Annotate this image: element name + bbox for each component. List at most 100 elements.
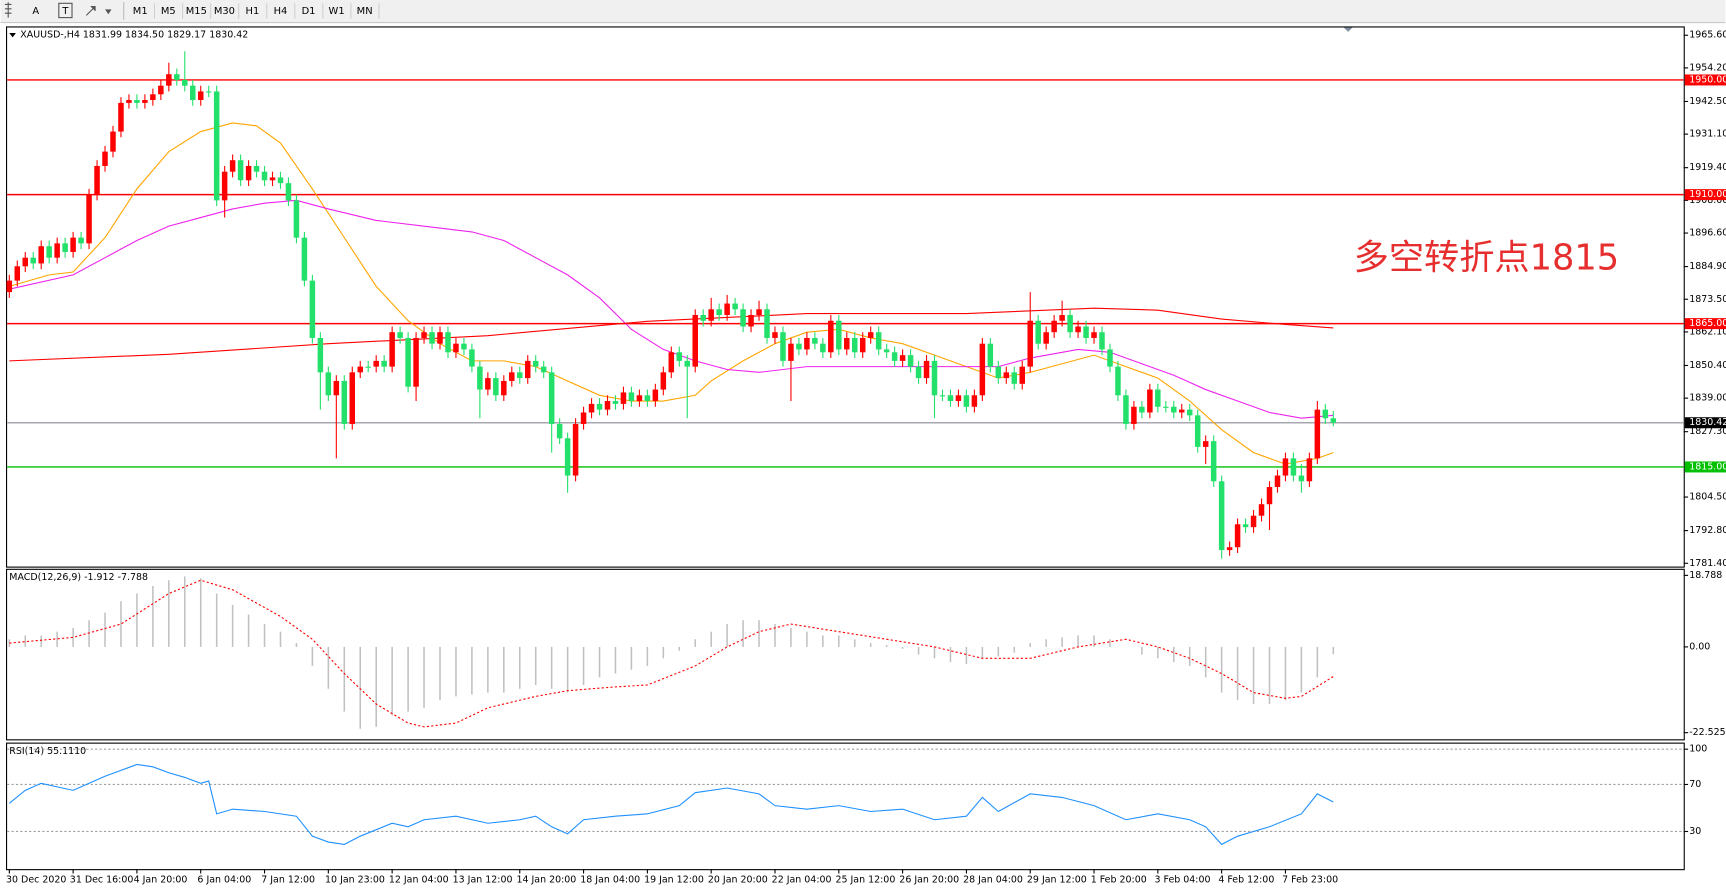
label-tool[interactable]: T — [61, 6, 69, 17]
moving-average — [9, 307, 1334, 362]
timeframe-button[interactable]: M30 — [214, 6, 235, 17]
y-tick-label: 70 — [1689, 779, 1701, 790]
candle-body — [349, 372, 356, 424]
candle-body — [277, 177, 284, 184]
signal-line — [9, 579, 1334, 728]
candle-body — [867, 332, 874, 338]
candle-body — [1115, 366, 1121, 396]
timeframe-button[interactable]: D1 — [302, 6, 316, 17]
candle-body — [979, 343, 986, 396]
candle-body — [54, 243, 60, 258]
candle-body — [477, 366, 483, 390]
candle-body — [421, 332, 427, 338]
candle-body — [907, 355, 914, 367]
x-tick-label: 4 Feb 12:00 — [1218, 875, 1274, 886]
x-tick-label: 28 Jan 04:00 — [963, 875, 1023, 886]
timeframe-button[interactable]: H4 — [274, 6, 288, 17]
candle-body — [891, 352, 898, 361]
candle-body — [764, 309, 770, 338]
candle-body — [1282, 458, 1289, 476]
candle-body — [493, 378, 499, 396]
x-tick-label: 19 Jan 12:00 — [644, 875, 704, 886]
candle-body — [1194, 415, 1201, 447]
candle-body — [1330, 418, 1337, 423]
candle-body — [405, 337, 411, 387]
candle-body — [812, 337, 818, 344]
candle-body — [86, 194, 92, 244]
y-tick-label: 1908.00 — [1689, 195, 1726, 206]
candle-body — [1051, 320, 1057, 333]
candle-body — [612, 401, 619, 404]
timeframe-button[interactable]: M5 — [161, 6, 176, 17]
x-tick-label: 31 Dec 16:00 — [70, 875, 134, 886]
x-tick-label: 29 Jan 12:00 — [1027, 875, 1087, 886]
timeframe-button[interactable]: M15 — [186, 6, 207, 17]
candle-body — [142, 100, 148, 103]
level-tag — [1684, 318, 1726, 330]
candle-body — [1306, 458, 1313, 482]
candle-body — [524, 360, 531, 379]
candle-body — [708, 309, 714, 321]
candle-body — [1155, 389, 1161, 407]
x-tick-label: 30 Dec 2020 — [6, 875, 66, 886]
timeframe-button[interactable]: M1 — [133, 6, 148, 17]
candle-body — [899, 355, 906, 361]
candle-body — [684, 360, 691, 367]
candle-body — [341, 380, 348, 424]
candle-body — [429, 332, 435, 344]
candle-body — [102, 151, 108, 166]
candle-body — [588, 403, 595, 413]
timeframe-button[interactable]: H1 — [246, 6, 260, 17]
crosshair-icon[interactable] — [4, 2, 12, 18]
candle-body — [796, 343, 802, 350]
candle-body — [1226, 547, 1233, 551]
symbol-menu-arrow[interactable] — [9, 33, 16, 38]
rsi-panel-frame — [6, 742, 1685, 871]
x-tick-label: 14 Jan 20:00 — [516, 875, 576, 886]
candle-body — [1314, 409, 1321, 459]
y-tick-label: 1850.40 — [1689, 360, 1726, 371]
level-tag-label: 1950.00 — [1689, 74, 1726, 85]
candle-body — [987, 343, 994, 367]
candle-body — [604, 401, 611, 410]
candle-body — [836, 320, 842, 350]
candle-body — [94, 165, 100, 195]
label-tool-box[interactable] — [58, 2, 73, 19]
shapes-icon[interactable] — [85, 6, 112, 16]
candle-body — [517, 372, 523, 379]
candle-body — [931, 360, 938, 396]
candle-body — [118, 102, 124, 132]
chart-title: XAUUSD-,H4 1831.99 1834.50 1829.17 1830.… — [20, 30, 248, 41]
macd-title: MACD(12,26,9) -1.912 -7.788 — [9, 572, 148, 583]
timeframe-button[interactable]: W1 — [329, 6, 345, 17]
shift-marker[interactable] — [1343, 27, 1353, 32]
candle-body — [469, 349, 475, 367]
level-tag-label: 1830.42 — [1689, 417, 1726, 428]
candle-body — [572, 423, 579, 476]
candle-body — [325, 372, 332, 396]
y-tick-label: -22.525 — [1689, 727, 1726, 738]
timeframe-button[interactable]: MN — [357, 6, 373, 17]
x-tick-label: 12 Jan 04:00 — [389, 875, 449, 886]
level-tag-label: 1910.00 — [1689, 189, 1726, 200]
candle-body — [174, 74, 180, 80]
candle-body — [1298, 475, 1305, 482]
candle-body — [110, 131, 116, 152]
candle-body — [445, 332, 451, 353]
candle-body — [772, 332, 778, 338]
candle-body — [740, 309, 746, 327]
candle-body — [995, 366, 1002, 379]
candle-body — [437, 332, 443, 344]
candle-body — [1035, 320, 1041, 344]
candle-body — [676, 352, 683, 361]
candle-body — [532, 360, 539, 367]
rsi-line — [8, 763, 1334, 846]
x-tick-label: 3 Feb 04:00 — [1155, 875, 1211, 886]
text-tool[interactable]: A — [32, 6, 39, 17]
candle-body — [556, 423, 563, 439]
candle-body — [1210, 441, 1217, 482]
candle-body — [859, 337, 866, 353]
candle-body — [126, 100, 132, 103]
y-tick-label: 1792.80 — [1689, 525, 1726, 536]
level-tag-label: 1865.00 — [1689, 318, 1726, 329]
